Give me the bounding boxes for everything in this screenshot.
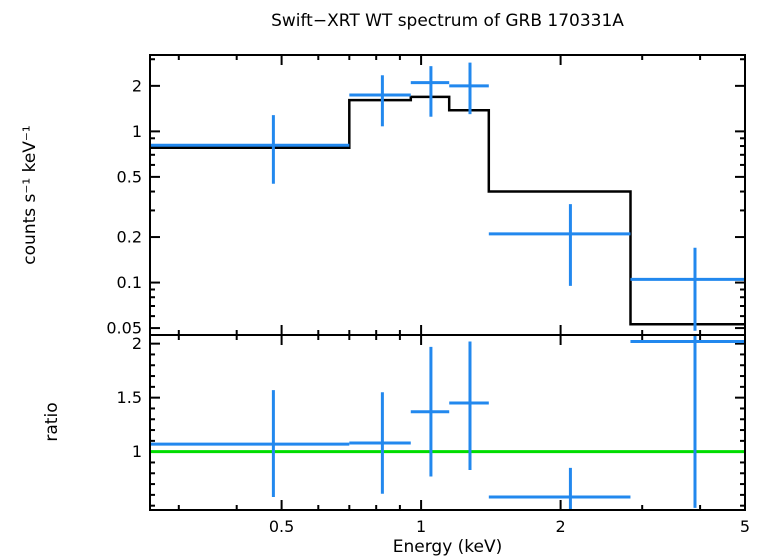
ratio-data-point	[488, 467, 631, 510]
y-tick-label: 1	[132, 442, 142, 461]
counts-data-point	[488, 204, 631, 286]
y-tick-label: 2	[132, 76, 142, 95]
ratio-frame	[149, 334, 746, 511]
counts-data-point	[349, 75, 411, 127]
ratio-panel	[149, 334, 746, 511]
chart-title: Swift−XRT WT spectrum of GRB 170331A	[271, 11, 624, 31]
counts-panel	[149, 54, 746, 336]
y-tick-label: 2	[132, 334, 142, 353]
counts-data-point	[150, 115, 350, 184]
counts-tick-labels: 0.05 0.1 0.2 0.5 1 2	[106, 76, 142, 337]
x-tick-label: 2	[556, 517, 566, 536]
ratio-data-point	[449, 341, 489, 471]
counts-data-point	[449, 62, 489, 115]
y-tick-label: 0.5	[117, 167, 142, 186]
ratio-ticks	[150, 335, 746, 510]
x-tick-label: 0.5	[269, 517, 294, 536]
ratio-content	[150, 335, 745, 510]
ratio-tick-labels: 1 1.5 2 0.5 1 2 5	[117, 334, 751, 536]
model-line	[150, 95, 745, 326]
y-tick-label: 0.2	[117, 228, 142, 247]
y-tick-label: 1	[132, 122, 142, 141]
counts-data-point	[410, 66, 450, 117]
y-tick-label: 1.5	[117, 388, 142, 407]
y-tick-label: 0.1	[117, 273, 142, 292]
counts-data-point	[630, 247, 745, 331]
ratio-data-point	[349, 392, 411, 494]
y-tick-label: 0.05	[106, 319, 142, 338]
ratio-data-point	[410, 346, 450, 477]
x-tick-label: 1	[416, 517, 426, 536]
ratio-data-point	[150, 390, 350, 498]
ratio-data-point	[630, 335, 745, 508]
x-tick-label: 5	[740, 517, 750, 536]
x-axis-label: Energy (keV)	[392, 537, 503, 556]
counts-content	[150, 62, 745, 331]
